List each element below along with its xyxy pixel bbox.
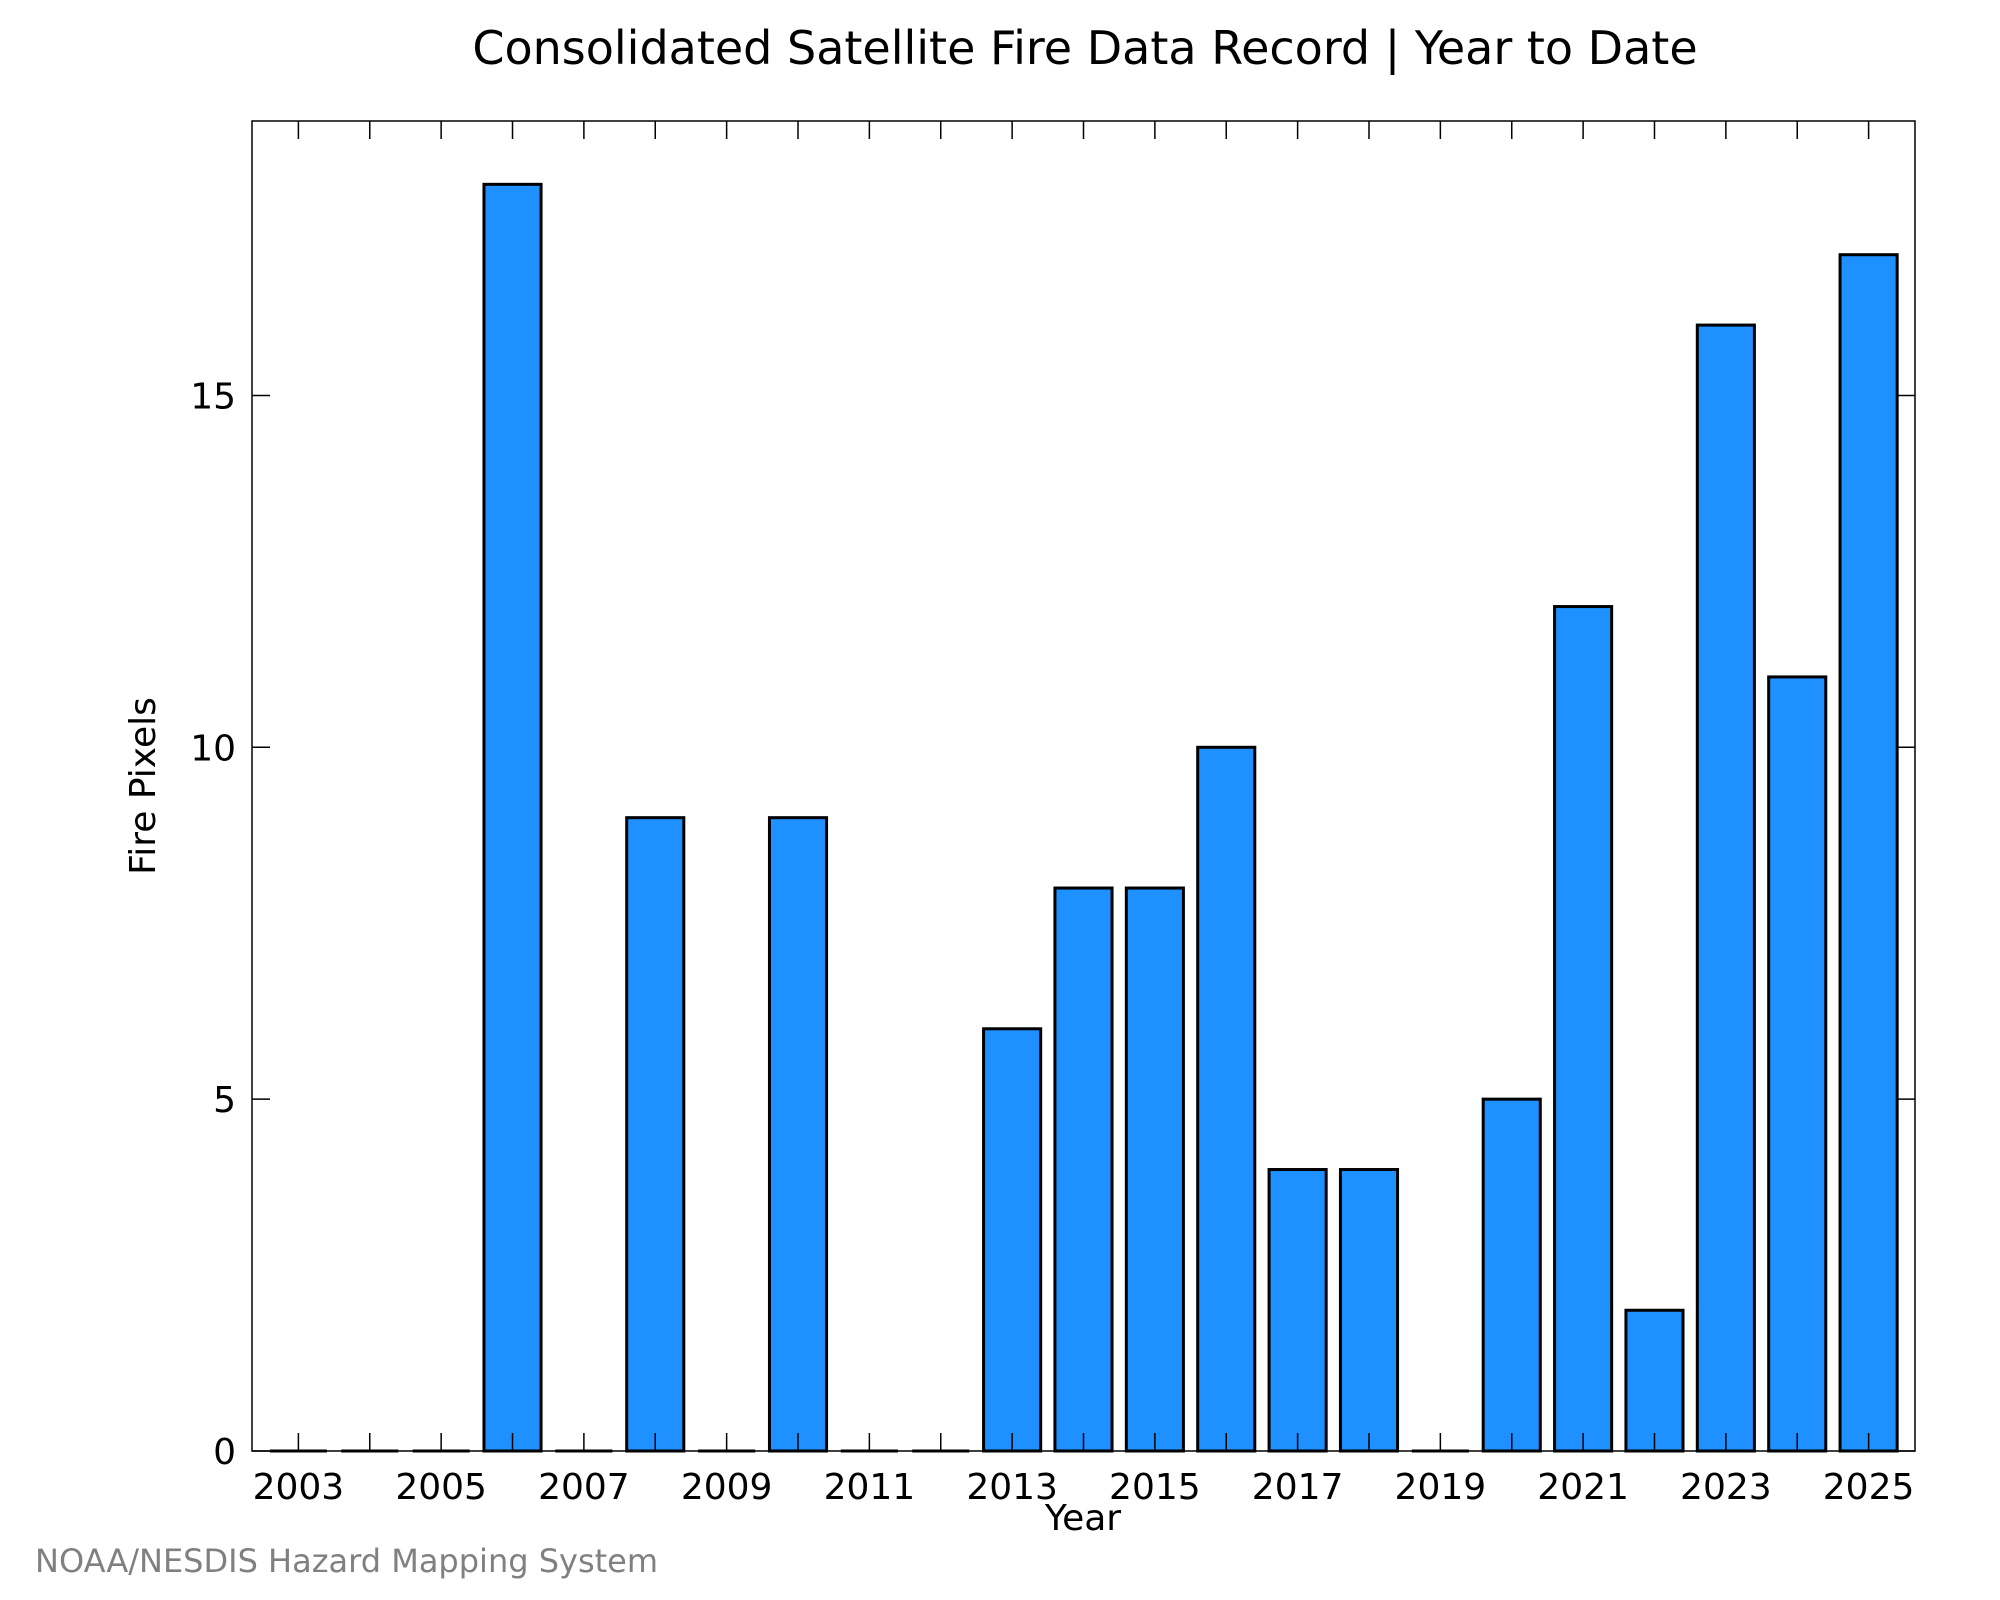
bar-2010: [767, 816, 829, 1453]
bar-2014: [1053, 886, 1114, 1453]
x-tick-label-2019: 2019: [1395, 1467, 1487, 1508]
y-tick-label-5: 5: [213, 1080, 236, 1121]
bar-2013: [982, 1027, 1043, 1453]
bar-2022: [1624, 1308, 1685, 1453]
x-axis-label: Year: [1044, 1498, 1121, 1539]
x-tick-label-2013: 2013: [966, 1467, 1058, 1508]
bar-2008: [625, 816, 686, 1453]
x-tick-label-2015: 2015: [1109, 1467, 1201, 1508]
bar-2006: [482, 182, 543, 1453]
bar-2023: [1695, 323, 1756, 1453]
bars-group: [269, 182, 1899, 1453]
bar-2016: [1196, 745, 1257, 1453]
x-tick-label-2007: 2007: [538, 1467, 630, 1508]
y-tick-label-10: 10: [190, 728, 236, 769]
x-tick-label-2011: 2011: [824, 1467, 916, 1508]
x-tick-label-2009: 2009: [681, 1467, 773, 1508]
bar-2025: [1838, 253, 1899, 1453]
x-tick-label-2003: 2003: [253, 1467, 345, 1508]
bar-2018: [1338, 1168, 1400, 1453]
chart-title: Consolidated Satellite Fire Data Record …: [472, 21, 1697, 76]
x-tick-label-2021: 2021: [1537, 1467, 1629, 1508]
bar-2021: [1553, 605, 1614, 1453]
x-tick-label-2017: 2017: [1252, 1467, 1344, 1508]
bar-2017: [1267, 1168, 1328, 1453]
x-axis: 2003 2005 2007 2009 2011 2013 2015 2017 2019 2021…: [253, 121, 1915, 1508]
bar-2024: [1767, 675, 1828, 1453]
x-tick-label-2005: 2005: [395, 1467, 487, 1508]
x-tick-label-2023: 2023: [1680, 1467, 1772, 1508]
y-tick-label-15: 15: [190, 376, 236, 417]
y-axis-label: Fire Pixels: [123, 697, 164, 875]
bar-2020: [1481, 1097, 1542, 1453]
credit-text: NOAA/NESDIS Hazard Mapping System: [35, 1542, 658, 1580]
bar-2015: [1124, 886, 1185, 1453]
y-tick-label-0: 0: [213, 1432, 236, 1473]
x-tick-label-2025: 2025: [1823, 1467, 1915, 1508]
y-axis: 0 5 10 15: [190, 376, 1915, 1473]
